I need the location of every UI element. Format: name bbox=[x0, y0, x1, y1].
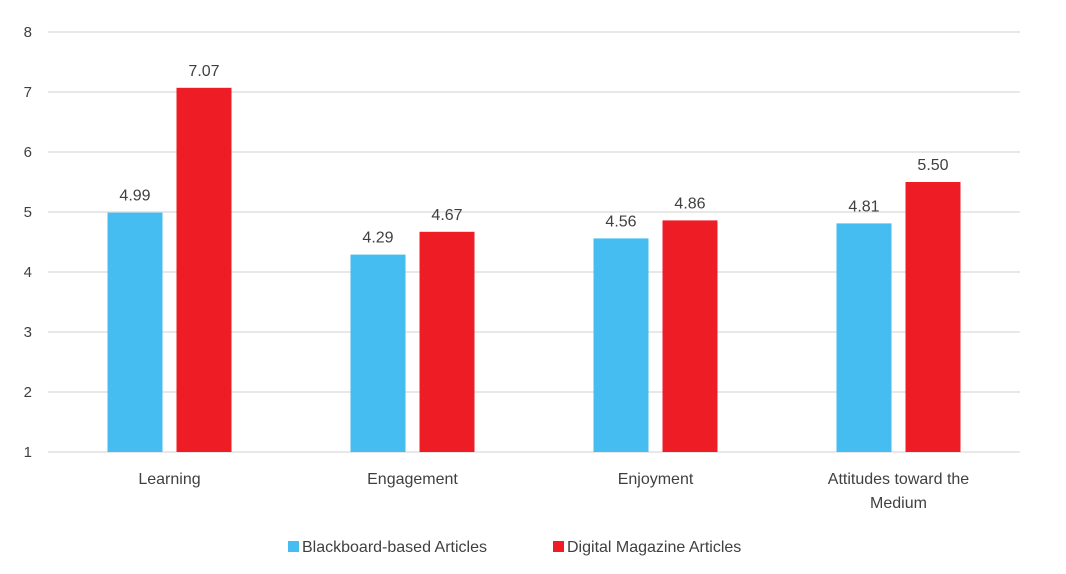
data-label: 4.29 bbox=[362, 230, 393, 247]
y-tick-label: 7 bbox=[24, 84, 32, 101]
data-label: 7.07 bbox=[188, 63, 219, 80]
data-label: 4.56 bbox=[605, 213, 636, 230]
bar-enjoyment-series-2 bbox=[662, 220, 718, 452]
bar-engagement-series-2 bbox=[419, 231, 475, 452]
bar-learning-series-1 bbox=[107, 212, 163, 452]
x-category-label: Medium bbox=[870, 495, 927, 512]
y-tick-label: 2 bbox=[24, 384, 32, 401]
bar-attitudes-toward-the-medium-series-2 bbox=[905, 182, 961, 452]
bar-enjoyment-series-1 bbox=[593, 238, 649, 452]
y-tick-label: 6 bbox=[24, 144, 32, 161]
data-label: 4.86 bbox=[674, 195, 705, 212]
y-tick-label: 8 bbox=[24, 24, 32, 41]
data-label: 5.50 bbox=[917, 157, 948, 174]
bar-engagement-series-1 bbox=[350, 254, 406, 452]
bar-attitudes-toward-the-medium-series-1 bbox=[836, 223, 892, 452]
data-label: 4.81 bbox=[848, 198, 879, 215]
y-tick-label: 3 bbox=[24, 324, 32, 341]
y-axis-ticks: 1 2 3 4 5 6 7 8 bbox=[24, 24, 32, 461]
data-label: 4.67 bbox=[431, 207, 462, 224]
legend-label: Digital Magazine Articles bbox=[567, 539, 741, 556]
x-category-label: Enjoyment bbox=[618, 471, 694, 488]
legend-swatch bbox=[553, 541, 564, 552]
legend: Blackboard-based Articles Digital Magazin… bbox=[288, 539, 741, 556]
legend-label: Blackboard-based Articles bbox=[302, 539, 487, 556]
data-labels: 4.99 7.07 4.29 4.67 4.56 4.86 4.81 5.50 bbox=[119, 63, 948, 247]
y-tick-label: 4 bbox=[24, 264, 32, 281]
data-label: 4.99 bbox=[119, 188, 150, 205]
x-category-label: Learning bbox=[138, 471, 200, 488]
y-tick-label: 1 bbox=[24, 444, 32, 461]
bar-learning-series-2 bbox=[176, 87, 232, 453]
x-category-label: Engagement bbox=[367, 471, 458, 488]
bars bbox=[107, 87, 961, 453]
y-tick-label: 5 bbox=[24, 204, 32, 221]
legend-swatch bbox=[288, 541, 299, 552]
x-axis-categories: Learning Engagement Enjoyment Attitudes tow… bbox=[138, 471, 969, 512]
x-category-label: Attitudes toward the bbox=[828, 471, 970, 488]
